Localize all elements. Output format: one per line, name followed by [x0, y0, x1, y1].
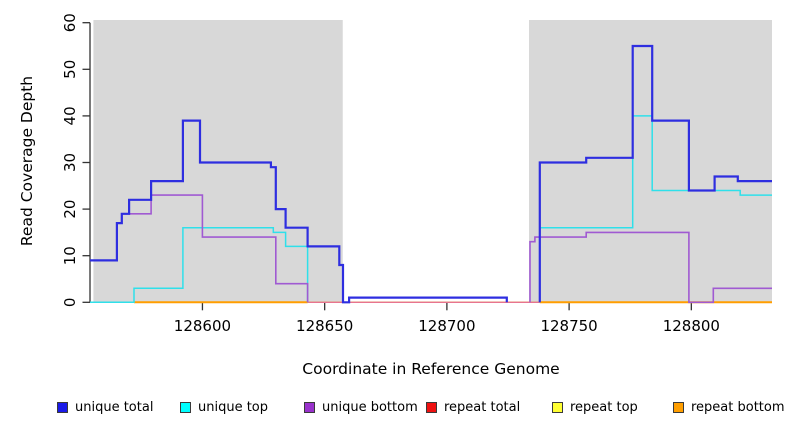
x-tick-label: 128800 [663, 317, 720, 335]
x-tick-label: 128750 [540, 317, 597, 335]
y-tick-label: 40 [61, 106, 79, 125]
series-unique-top [90, 226, 309, 304]
series-unique-total [538, 44, 772, 303]
y-tick-label: 20 [61, 200, 79, 219]
y-tick-label: 10 [61, 246, 79, 265]
x-tick-label: 128600 [174, 317, 231, 335]
x-axis-title: Coordinate in Reference Genome [302, 360, 560, 378]
y-axis-title: Read Coverage Depth [18, 75, 36, 247]
y-tick-label: 60 [61, 13, 79, 32]
x-tick-label: 128650 [296, 317, 353, 335]
series-unique-bottom [529, 231, 772, 304]
x-tick-label: 128700 [418, 317, 475, 335]
y-tick-label: 30 [61, 153, 79, 172]
series-unique-total [90, 119, 508, 304]
y-tick-label: 50 [61, 60, 79, 79]
y-tick-label: 0 [61, 298, 79, 308]
